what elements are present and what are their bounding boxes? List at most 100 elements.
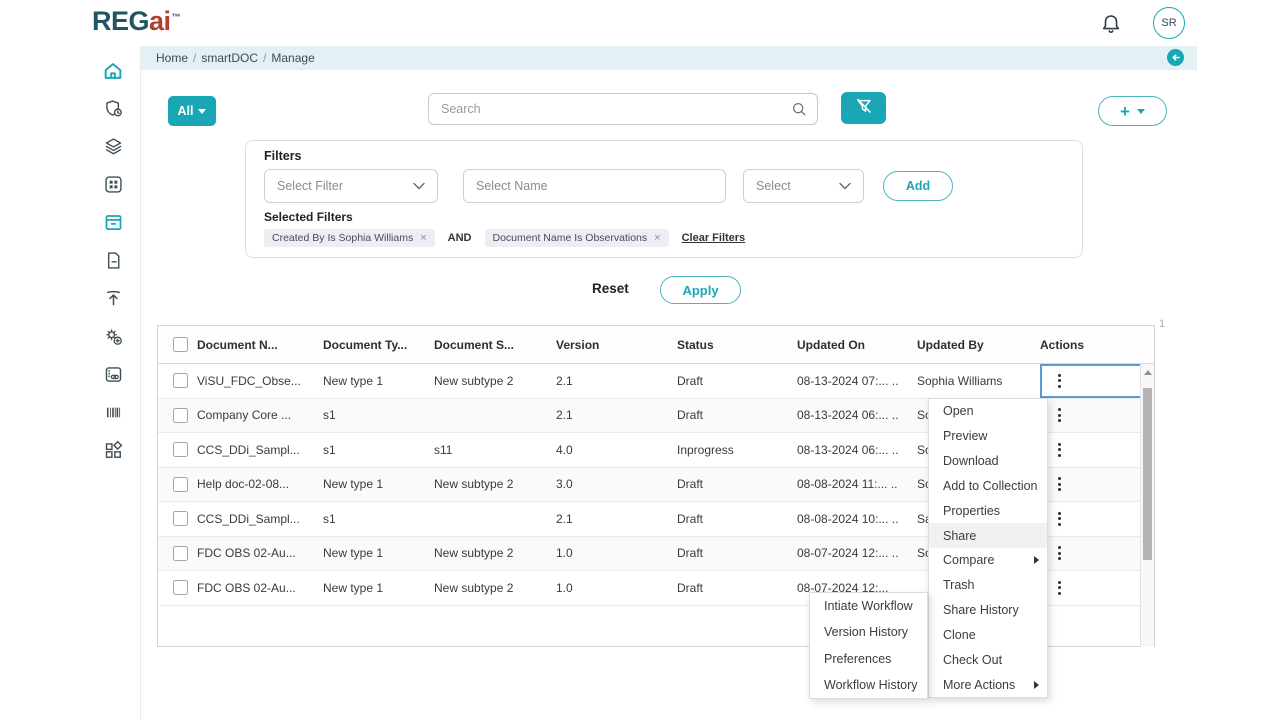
- cell-name: ViSU_FDC_Obse...: [197, 373, 301, 388]
- select-value-dropdown[interactable]: Select: [743, 169, 864, 203]
- context-menu-item[interactable]: Preview: [929, 424, 1047, 449]
- column-header[interactable]: Updated By: [917, 337, 984, 352]
- add-filter-button[interactable]: Add: [883, 171, 953, 201]
- context-menu-item[interactable]: More Actions: [929, 672, 1047, 697]
- context-menu-item[interactable]: Check Out: [929, 647, 1047, 672]
- clear-filter-button[interactable]: [841, 92, 886, 124]
- column-header[interactable]: Document S...: [434, 337, 515, 352]
- column-header[interactable]: Document N...: [197, 337, 278, 352]
- sidebar-item-card-link[interactable]: [102, 366, 124, 388]
- submenu-arrow-icon: [1034, 680, 1039, 689]
- search-icon[interactable]: [789, 99, 809, 119]
- cell-actions: [1040, 364, 1154, 398]
- row-checkbox-cell: [158, 580, 197, 596]
- scrollbar-thumb[interactable]: [1143, 388, 1152, 560]
- cell-status: Draft: [677, 511, 704, 526]
- context-menu-item-label: More Actions: [943, 677, 1016, 692]
- context-menu-item-label: Trash: [943, 578, 975, 593]
- row-checkbox[interactable]: [173, 407, 188, 423]
- table-header-row: Document N... Document Ty... Document S...…: [158, 326, 1154, 364]
- remove-chip-icon[interactable]: ×: [420, 232, 427, 244]
- kebab-menu-icon[interactable]: [1054, 370, 1065, 392]
- breadcrumb-item[interactable]: smartDOC: [201, 51, 259, 65]
- document-icon: [103, 250, 124, 276]
- column-header[interactable]: Status: [677, 337, 714, 352]
- sidebar-item-apps[interactable]: [102, 176, 124, 198]
- cell-subtype: New subtype 2: [434, 546, 514, 561]
- context-menu-item[interactable]: Open: [929, 399, 1047, 424]
- row-checkbox[interactable]: [173, 545, 188, 561]
- cell-actions: [1040, 571, 1154, 605]
- sidebar-item-documents[interactable]: [102, 252, 124, 274]
- cell-updated-by: Sophia Williams: [917, 373, 1003, 388]
- cell-version: 2.1: [556, 408, 573, 423]
- cell-version: 2.1: [556, 511, 573, 526]
- breadcrumb-item[interactable]: Manage: [271, 51, 315, 65]
- sidebar-item-settings[interactable]: [102, 328, 124, 350]
- sidebar-item-layers[interactable]: [102, 138, 124, 160]
- remove-chip-icon[interactable]: ×: [654, 232, 661, 244]
- reset-button[interactable]: Reset: [592, 281, 629, 296]
- sidebar-item-manage-docs[interactable]: [102, 214, 124, 236]
- collapse-arrow-button[interactable]: [1167, 49, 1184, 66]
- kebab-menu-icon[interactable]: [1054, 473, 1065, 495]
- select-all-checkbox[interactable]: [173, 337, 188, 352]
- context-menu-item[interactable]: Compare: [929, 548, 1047, 573]
- column-header[interactable]: Version: [556, 337, 600, 352]
- kebab-menu-icon[interactable]: [1054, 439, 1065, 461]
- cell-status: Draft: [677, 580, 704, 595]
- column-header[interactable]: Updated On: [797, 337, 865, 352]
- sidebar-item-widgets[interactable]: [102, 440, 124, 464]
- workflow-menu-item[interactable]: Intiate Workflow: [824, 599, 913, 614]
- context-menu-item[interactable]: Download: [929, 449, 1047, 474]
- column-header[interactable]: Document Ty...: [323, 337, 408, 352]
- select-filter-dropdown[interactable]: Select Filter: [264, 169, 438, 203]
- context-menu-item[interactable]: Share History: [929, 598, 1047, 623]
- scope-dropdown-label: All: [177, 104, 194, 118]
- sidebar-item-barcode[interactable]: [102, 404, 124, 426]
- context-menu-item[interactable]: Trash: [929, 573, 1047, 598]
- workflow-menu-item[interactable]: Workflow History: [824, 678, 918, 693]
- cell-updated-on: 08-08-2024 11:... ..: [797, 477, 898, 492]
- context-menu-item[interactable]: Share: [929, 523, 1047, 548]
- sidebar-item-upload[interactable]: [102, 290, 124, 312]
- context-menu-item-label: Share: [943, 528, 977, 543]
- workflow-menu-item[interactable]: Version History: [824, 625, 909, 640]
- context-menu-item-label: Preview: [943, 429, 988, 444]
- context-menu-item[interactable]: Properties: [929, 498, 1047, 523]
- search-input[interactable]: [428, 93, 818, 125]
- filter-chip[interactable]: Created By Is Sophia Williams ×: [264, 229, 435, 247]
- sidebar-item-home[interactable]: [102, 62, 124, 84]
- context-menu-item[interactable]: Clone: [929, 622, 1047, 647]
- apply-button[interactable]: Apply: [660, 276, 741, 304]
- row-checkbox[interactable]: [173, 442, 188, 458]
- cell-status: Draft: [677, 546, 704, 561]
- shield-badge-icon: [103, 98, 124, 124]
- row-checkbox[interactable]: [173, 476, 188, 492]
- table-row[interactable]: ViSU_FDC_Obse... New type 1 New subtype 2 2…: [158, 364, 1154, 399]
- archive-box-icon: [103, 212, 124, 238]
- filters-title: Filters: [264, 149, 302, 163]
- row-checkbox[interactable]: [173, 373, 188, 389]
- kebab-menu-icon[interactable]: [1054, 542, 1065, 564]
- column-header[interactable]: Actions: [1040, 337, 1085, 352]
- kebab-menu-icon[interactable]: [1054, 508, 1065, 530]
- filter-chip[interactable]: Document Name Is Observations ×: [484, 229, 669, 247]
- workflow-menu-item[interactable]: Preferences: [824, 651, 892, 666]
- context-menu-item[interactable]: Add to Collection: [929, 473, 1047, 498]
- select-name-input[interactable]: [463, 169, 726, 203]
- notification-bell-icon[interactable]: [1099, 12, 1123, 36]
- select-value-placeholder: Select: [756, 179, 791, 193]
- user-avatar[interactable]: SR: [1153, 7, 1185, 39]
- table-scrollbar[interactable]: [1140, 364, 1154, 647]
- clear-filters-link[interactable]: Clear Filters: [681, 232, 746, 244]
- row-checkbox[interactable]: [173, 580, 188, 596]
- row-checkbox[interactable]: [173, 511, 188, 527]
- add-new-dropdown-button[interactable]: +: [1098, 96, 1167, 126]
- breadcrumb-item[interactable]: Home: [156, 51, 189, 65]
- sidebar-item-security[interactable]: [102, 100, 124, 122]
- scroll-up-icon[interactable]: [1143, 370, 1152, 375]
- scope-dropdown-button[interactable]: All: [168, 96, 216, 126]
- kebab-menu-icon[interactable]: [1054, 577, 1065, 599]
- kebab-menu-icon[interactable]: [1054, 404, 1065, 426]
